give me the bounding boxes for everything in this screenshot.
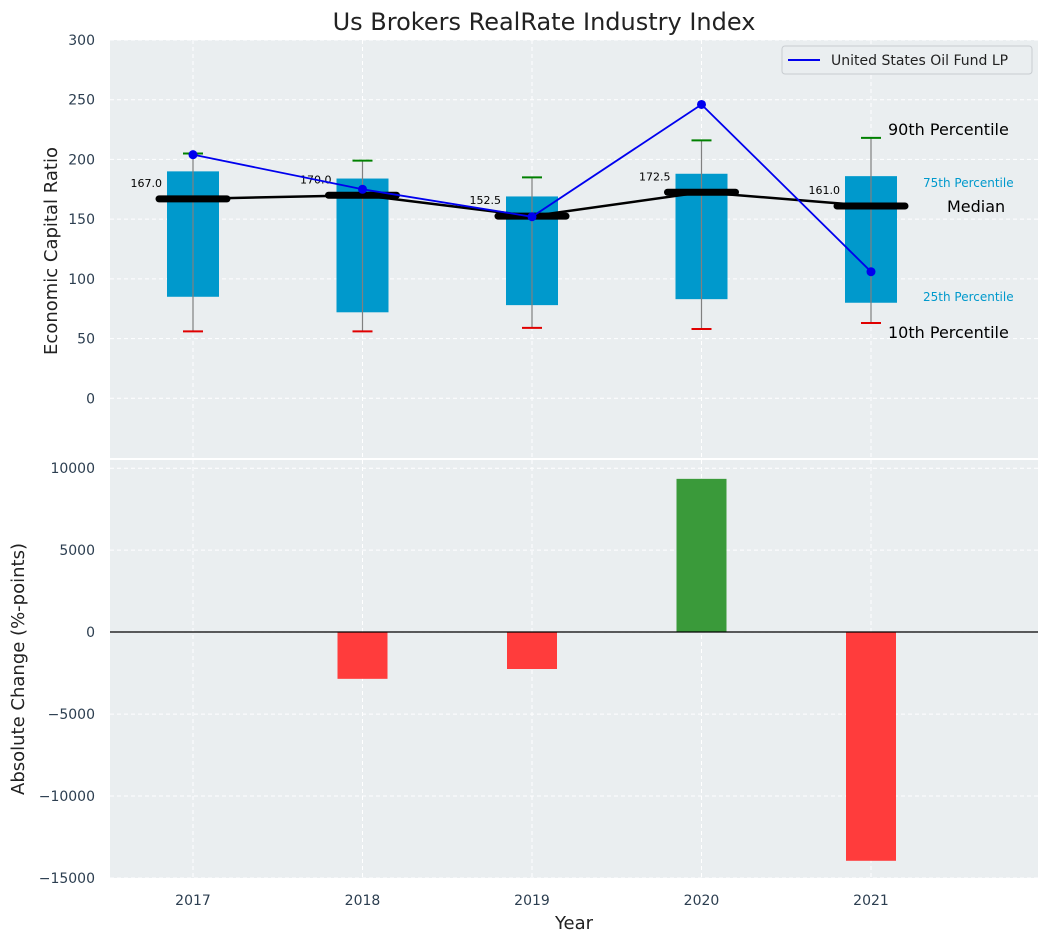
top-y-tick-label: 300 — [68, 33, 95, 49]
bottom-y-axis-label: Absolute Change (%-points) — [8, 543, 29, 795]
bottom-y-tick-label: 5000 — [59, 543, 95, 559]
bottom-panel-background — [110, 460, 1038, 878]
median-annotation: Median — [947, 197, 1005, 216]
chart-title: Us Brokers RealRate Industry Index — [333, 8, 756, 36]
top-y-axis-label: Economic Capital Ratio — [41, 147, 62, 355]
x-tick-labels: 2017 2018 2019 2020 2021 — [175, 893, 889, 909]
change-bar — [676, 478, 727, 633]
x-tick-label: 2020 — [684, 893, 720, 909]
p75-annotation: 75th Percentile — [923, 176, 1014, 190]
top-y-tick-labels: 300 250 200 150 100 50 0 — [68, 33, 95, 407]
top-y-tick-label: 200 — [68, 152, 95, 168]
change-bar — [507, 632, 557, 669]
bottom-y-tick-label: −10000 — [39, 789, 95, 805]
x-tick-label: 2017 — [175, 893, 211, 909]
median-value-label: 167.0 — [131, 177, 163, 190]
company-point — [697, 99, 706, 109]
x-tick-label: 2021 — [853, 893, 889, 909]
top-y-tick-label: 150 — [68, 212, 95, 228]
bottom-panel-marks — [337, 478, 896, 861]
bottom-y-tick-label: 10000 — [50, 461, 95, 477]
change-bar — [846, 632, 896, 861]
company-point — [188, 150, 198, 160]
top-y-tick-label: 100 — [68, 272, 95, 288]
median-value-label: 172.5 — [639, 170, 671, 183]
median-value-label: 161.0 — [809, 184, 841, 197]
top-y-tick-label: 50 — [77, 332, 95, 348]
bottom-y-tick-label: 0 — [86, 625, 95, 641]
p25-annotation: 25th Percentile — [923, 290, 1014, 304]
p10-annotation: 10th Percentile — [888, 323, 1009, 342]
median-value-label: 152.5 — [470, 194, 502, 207]
legend-label: United States Oil Fund LP — [831, 53, 1008, 69]
x-tick-label: 2018 — [345, 893, 381, 909]
bottom-y-tick-label: −5000 — [48, 707, 95, 723]
change-bar — [337, 632, 388, 679]
x-tick-label: 2019 — [514, 893, 550, 909]
top-y-tick-label: 250 — [68, 93, 95, 109]
company-point — [866, 267, 876, 277]
top-y-tick-label: 0 — [86, 391, 95, 407]
top-panel-grid — [110, 39, 1038, 458]
company-point — [527, 212, 537, 222]
top-panel-background — [110, 40, 1038, 458]
x-axis-label: Year — [554, 913, 594, 934]
legend-box — [781, 45, 1033, 75]
bottom-y-tick-label: −15000 — [39, 871, 95, 887]
company-point — [358, 184, 367, 194]
p90-annotation: 90th Percentile — [888, 120, 1009, 139]
bottom-y-tick-labels: 10000 5000 0 −5000 −10000 −15000 — [39, 461, 95, 887]
legend: United States Oil Fund LP — [781, 45, 1033, 75]
